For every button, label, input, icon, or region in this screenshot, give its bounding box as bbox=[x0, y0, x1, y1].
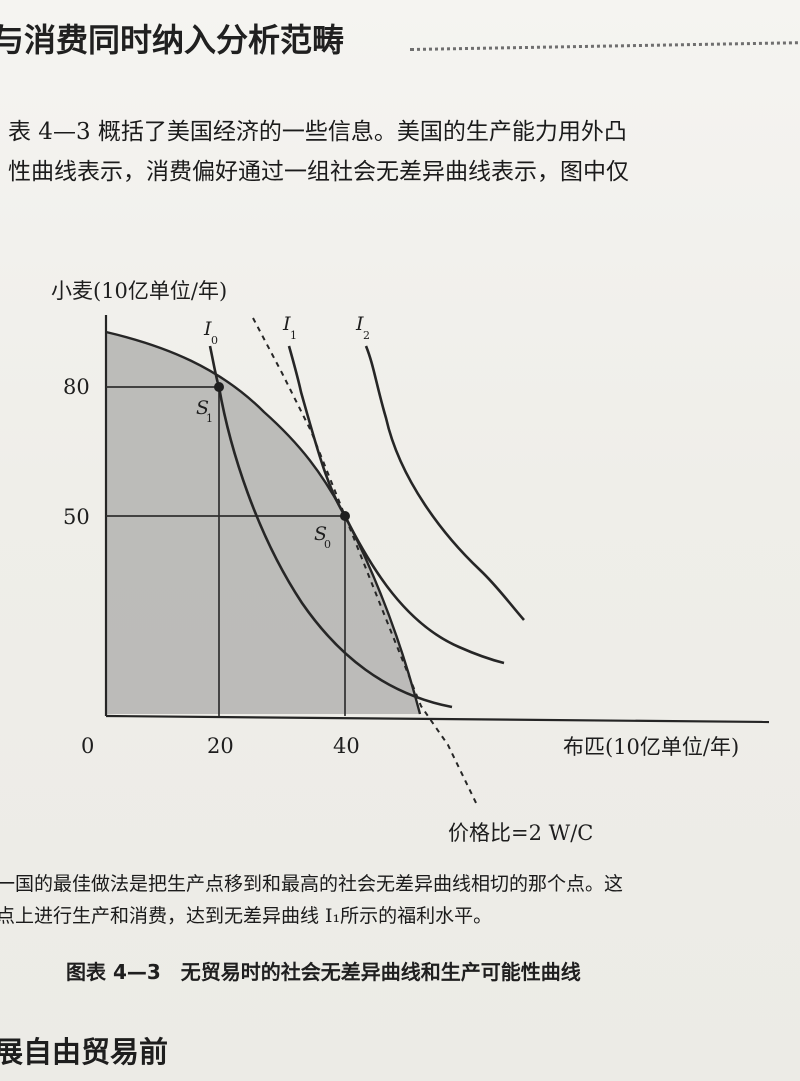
figure-note-line-1: 一国的最佳做法是把生产点移到和最高的社会无差异曲线相切的那个点。这 bbox=[0, 873, 624, 895]
x-tick-20: 20 bbox=[207, 734, 234, 758]
point-label-s0-subscript: 0 bbox=[324, 538, 331, 551]
next-section-heading: 展自由贸易前 bbox=[0, 1035, 169, 1069]
figure-note-line-2: 点上进行生产和消费，达到无差异曲线 I₁所示的福利水平。 bbox=[0, 905, 493, 927]
curve-label-i0: I bbox=[203, 318, 212, 340]
figure-caption: 图表 4—3 无贸易时的社会无差异曲线和生产可能性曲线 bbox=[66, 960, 581, 984]
curve-label-i2: I bbox=[355, 313, 364, 335]
point-label-s1-subscript: 1 bbox=[206, 412, 213, 425]
y-axis-title: 小麦(10亿单位/年) bbox=[51, 279, 227, 303]
intro-line-2: 性曲线表示，消费偏好通过一组社会无差异曲线表示，图中仅 bbox=[8, 159, 629, 185]
intro-line-1: 表 4—3 概括了美国经济的一些信息。美国的生产能力用外凸 bbox=[8, 119, 627, 145]
point-label-s1: S bbox=[196, 397, 209, 419]
indifference-curve-i2 bbox=[364, 345, 525, 621]
price-ratio-dashed-line bbox=[252, 317, 479, 808]
intro-paragraph: 表 4—3 概括了美国经济的一些信息。美国的生产能力用外凸 性曲线表示，消费偏好… bbox=[8, 112, 629, 192]
curve-label-i1-subscript: 1 bbox=[290, 329, 297, 342]
point-s1-marker bbox=[214, 382, 224, 392]
price-ratio-label: 价格比=2 W/C bbox=[448, 821, 593, 845]
indifference-curve-i0 bbox=[208, 345, 453, 709]
point-label-s0: S bbox=[314, 523, 327, 545]
production-possibility-curve bbox=[105, 330, 422, 715]
production-possibility-shaded-region bbox=[106, 332, 420, 714]
point-s0-marker bbox=[340, 511, 350, 521]
x-axis-title: 布匹(10亿单位/年) bbox=[563, 735, 739, 759]
section-heading: 与消费同时纳入分析范畴 bbox=[0, 21, 345, 59]
figure-note: 一国的最佳做法是把生产点移到和最高的社会无差异曲线相切的那个点。这 点上进行生产… bbox=[0, 868, 623, 932]
origin-label: 0 bbox=[81, 734, 94, 758]
curve-label-i0-subscript: 0 bbox=[211, 334, 218, 347]
x-axis-line bbox=[105, 714, 770, 724]
y-tick-80: 80 bbox=[63, 375, 90, 399]
y-tick-50: 50 bbox=[63, 505, 90, 529]
curve-label-i1: I bbox=[282, 313, 291, 335]
x-tick-40: 40 bbox=[333, 734, 360, 758]
curve-label-i2-subscript: 2 bbox=[363, 329, 370, 342]
